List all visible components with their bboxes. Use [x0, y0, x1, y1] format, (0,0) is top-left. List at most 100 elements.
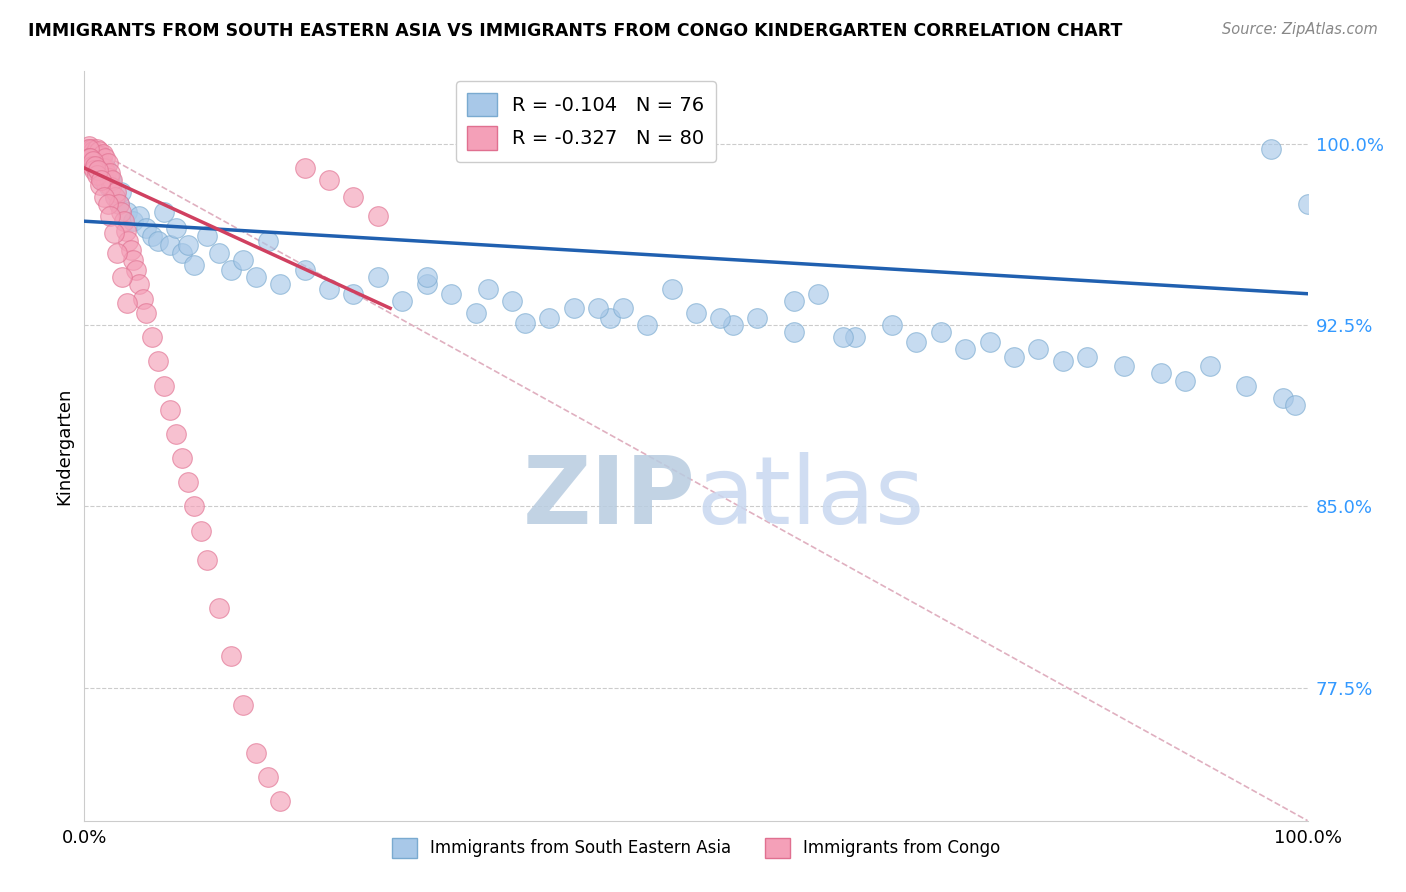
Point — [477, 282, 499, 296]
Point — [98, 210, 121, 224]
Point — [1150, 367, 1173, 381]
Point — [96, 166, 118, 180]
Point — [177, 238, 200, 252]
Point — [86, 161, 108, 175]
Point — [257, 234, 280, 248]
Point — [159, 238, 181, 252]
Point — [97, 180, 120, 194]
Point — [89, 156, 111, 170]
Point — [101, 173, 124, 187]
Point — [979, 334, 1001, 349]
Point — [1174, 374, 1197, 388]
Point — [80, 159, 103, 173]
Point — [831, 330, 853, 344]
Point — [685, 306, 707, 320]
Point — [84, 152, 107, 166]
Point — [1260, 142, 1282, 156]
Point — [120, 244, 142, 258]
Point — [257, 770, 280, 784]
Point — [269, 794, 291, 808]
Point — [783, 293, 806, 308]
Point — [721, 318, 744, 333]
Point — [80, 149, 103, 163]
Point — [177, 475, 200, 490]
Point — [538, 310, 561, 325]
Point — [195, 228, 218, 243]
Point — [172, 451, 194, 466]
Point — [91, 146, 114, 161]
Point — [100, 180, 122, 194]
Point — [77, 142, 100, 156]
Point — [77, 139, 100, 153]
Point — [83, 163, 105, 178]
Point — [97, 170, 120, 185]
Point — [464, 306, 486, 320]
Point — [104, 190, 127, 204]
Point — [91, 170, 114, 185]
Point — [208, 601, 231, 615]
Point — [612, 301, 634, 316]
Point — [146, 234, 169, 248]
Point — [391, 293, 413, 308]
Point — [586, 301, 609, 316]
Text: Source: ZipAtlas.com: Source: ZipAtlas.com — [1222, 22, 1378, 37]
Point — [232, 252, 254, 267]
Point — [318, 282, 340, 296]
Point — [219, 649, 242, 664]
Point — [232, 698, 254, 712]
Point — [96, 161, 118, 175]
Point — [97, 156, 120, 170]
Point — [747, 310, 769, 325]
Point — [111, 269, 134, 284]
Point — [115, 296, 138, 310]
Point — [107, 197, 129, 211]
Point — [1114, 359, 1136, 374]
Point — [219, 262, 242, 277]
Point — [76, 142, 98, 156]
Point — [98, 166, 121, 180]
Point — [183, 258, 205, 272]
Point — [83, 146, 105, 161]
Point — [82, 144, 104, 158]
Point — [80, 142, 103, 156]
Point — [562, 301, 585, 316]
Point — [294, 161, 316, 175]
Point — [91, 173, 114, 187]
Point — [79, 152, 101, 166]
Point — [172, 245, 194, 260]
Point — [90, 173, 112, 187]
Point — [77, 152, 100, 166]
Point — [953, 343, 976, 357]
Point — [86, 142, 108, 156]
Point — [141, 330, 163, 344]
Point — [122, 214, 145, 228]
Point — [146, 354, 169, 368]
Point — [844, 330, 866, 344]
Point — [128, 210, 150, 224]
Point — [153, 378, 176, 392]
Point — [513, 316, 536, 330]
Point — [141, 228, 163, 243]
Point — [87, 153, 110, 168]
Point — [82, 153, 104, 168]
Point — [87, 166, 110, 180]
Point — [502, 293, 524, 308]
Point — [1296, 197, 1319, 211]
Text: atlas: atlas — [696, 452, 924, 544]
Point — [115, 204, 138, 219]
Point — [245, 746, 267, 760]
Point — [87, 144, 110, 158]
Point — [83, 156, 105, 170]
Point — [636, 318, 658, 333]
Point — [318, 173, 340, 187]
Point — [1284, 398, 1306, 412]
Point — [122, 252, 145, 267]
Point — [117, 234, 139, 248]
Point — [1076, 350, 1098, 364]
Point — [1052, 354, 1074, 368]
Point — [416, 269, 439, 284]
Point — [105, 185, 128, 199]
Point — [440, 286, 463, 301]
Point — [110, 204, 132, 219]
Point — [128, 277, 150, 291]
